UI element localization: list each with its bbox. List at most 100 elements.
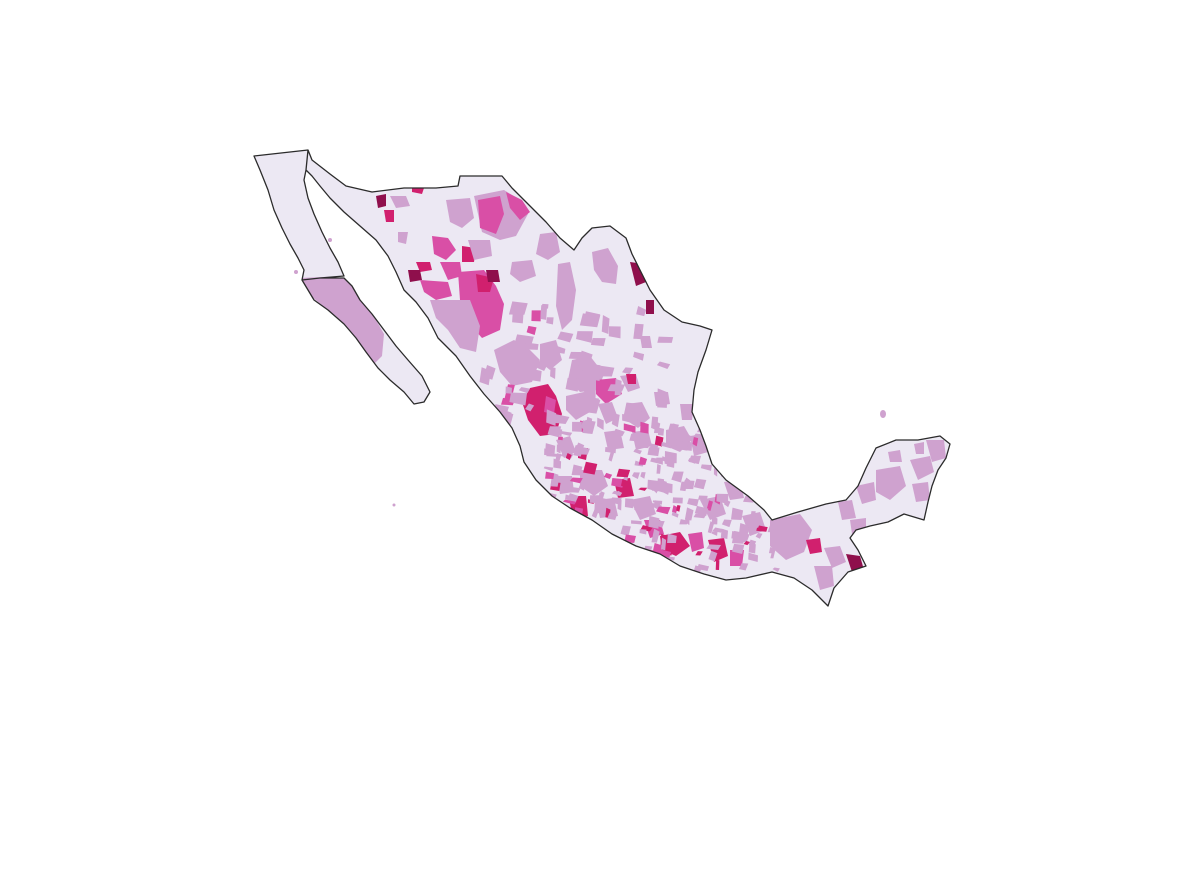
region-364 <box>607 384 626 392</box>
region-320 <box>671 437 677 448</box>
region-330 <box>684 507 694 521</box>
region-295 <box>765 468 773 476</box>
region-309 <box>687 498 699 507</box>
region-391 <box>633 351 645 361</box>
region-275 <box>693 433 703 439</box>
region-63 <box>770 514 812 560</box>
region-265 <box>752 424 759 434</box>
region-228 <box>761 420 771 428</box>
region-388 <box>505 386 512 394</box>
region-336 <box>742 524 749 534</box>
region-153 <box>699 420 706 430</box>
region-154 <box>672 497 683 504</box>
region-200 <box>583 548 593 559</box>
region-264 <box>676 504 681 512</box>
region-340 <box>597 417 604 430</box>
mexico-country-outline <box>253 149 951 607</box>
region-224 <box>656 464 661 474</box>
region-148 <box>708 550 718 562</box>
region-69 <box>856 482 876 504</box>
region-72 <box>912 482 930 502</box>
region-316 <box>599 553 613 558</box>
region-131 <box>580 539 589 550</box>
region-227 <box>743 541 751 546</box>
region-113 <box>684 477 691 485</box>
region-86 <box>602 534 616 549</box>
region-282 <box>631 472 640 480</box>
region-338 <box>633 323 644 340</box>
region-70 <box>876 466 906 500</box>
region-322 <box>712 527 724 533</box>
region-181 <box>540 506 552 518</box>
region-249 <box>762 429 766 439</box>
region-99 <box>667 568 680 579</box>
region-271 <box>661 537 667 551</box>
region-342 <box>598 365 615 377</box>
region-272 <box>613 428 625 437</box>
region-270 <box>562 499 577 505</box>
region-379 <box>541 303 549 309</box>
region-334 <box>591 509 599 519</box>
region-183 <box>750 427 762 433</box>
region-191 <box>608 450 614 462</box>
region-22 <box>536 232 560 260</box>
region-176 <box>716 493 729 505</box>
region-355 <box>601 315 610 334</box>
region-385 <box>657 336 674 343</box>
region-347 <box>657 388 668 408</box>
region-145 <box>556 444 561 454</box>
region-135 <box>608 569 614 575</box>
region-250 <box>770 469 777 475</box>
region-346 <box>526 325 537 335</box>
region-132 <box>629 433 639 442</box>
region-203 <box>557 436 563 441</box>
region-259 <box>594 539 601 549</box>
region-15 <box>408 270 422 282</box>
region-202 <box>766 469 777 480</box>
region-308 <box>748 518 761 528</box>
region-299 <box>776 421 783 432</box>
region-395 <box>583 311 601 327</box>
region-160 <box>545 471 555 480</box>
region-276 <box>735 555 742 563</box>
region-12 <box>416 262 432 272</box>
region-103 <box>582 518 590 531</box>
region-300 <box>748 539 757 546</box>
region-256 <box>583 538 588 548</box>
region-246 <box>638 487 648 491</box>
region-166 <box>729 423 738 432</box>
region-394 <box>509 392 528 406</box>
region-273 <box>693 513 707 519</box>
region-255 <box>576 446 590 455</box>
region-390 <box>540 304 548 320</box>
region-310 <box>638 456 648 465</box>
region-312 <box>623 423 636 433</box>
region-189 <box>640 421 649 434</box>
region-209 <box>718 445 729 452</box>
region-341 <box>582 363 601 381</box>
region-231 <box>698 495 708 501</box>
region-378 <box>550 366 556 379</box>
region-130 <box>611 477 624 488</box>
region-163 <box>706 500 713 511</box>
region-207 <box>727 422 741 431</box>
region-393 <box>483 365 496 380</box>
region-252 <box>633 449 642 455</box>
region-356 <box>611 413 620 428</box>
region-104 <box>739 446 746 455</box>
region-133 <box>595 562 603 573</box>
region-198 <box>604 447 617 454</box>
region-290 <box>723 423 730 434</box>
region-2 <box>376 194 386 208</box>
region-281 <box>587 526 595 530</box>
region-21 <box>430 300 480 352</box>
region-218 <box>772 443 781 449</box>
region-314 <box>661 456 666 462</box>
region-169 <box>687 441 692 449</box>
region-217 <box>685 519 690 526</box>
region-293 <box>589 495 602 504</box>
island-1 <box>880 410 886 418</box>
region-286 <box>544 448 552 456</box>
region-10 <box>506 192 530 220</box>
